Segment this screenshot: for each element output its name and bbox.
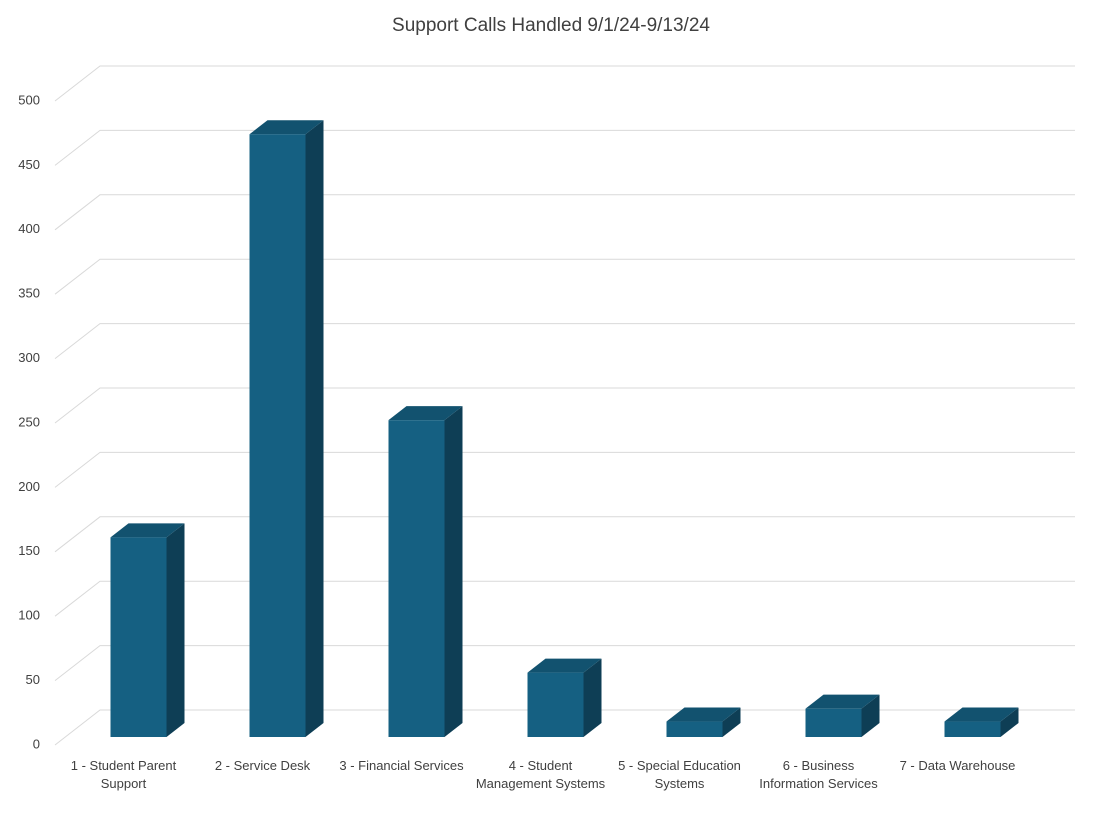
bar-side xyxy=(583,658,602,737)
bar-side xyxy=(722,707,741,737)
bar xyxy=(805,708,862,737)
grid-line xyxy=(54,65,1075,102)
bar-top xyxy=(805,694,880,709)
y-tick-label: 500 xyxy=(18,92,40,107)
grid-line xyxy=(54,451,1075,488)
y-tick-label: 250 xyxy=(18,414,40,429)
x-tick-label: 6 - Business Information Services xyxy=(759,758,878,791)
grid-line xyxy=(54,709,1075,746)
bar xyxy=(666,721,723,737)
bar-top xyxy=(388,406,463,421)
grid-line xyxy=(54,645,1075,681)
x-tick-label: 3 - Financial Services xyxy=(339,758,464,773)
y-tick-label: 50 xyxy=(26,672,40,687)
grid-line xyxy=(54,580,1075,617)
grid-line xyxy=(54,129,1075,166)
x-tick-label: 2 - Service Desk xyxy=(214,758,311,773)
y-tick-label: 200 xyxy=(18,479,40,494)
x-tick-label: 1 - Student Parent Support xyxy=(70,758,177,791)
bar xyxy=(388,420,445,737)
grid-line xyxy=(54,258,1075,295)
grid-line xyxy=(54,387,1075,424)
bar-top xyxy=(666,707,741,722)
bar-top xyxy=(527,658,602,673)
y-tick-label: 0 xyxy=(33,736,40,751)
bar-side xyxy=(444,406,463,737)
x-tick-label: 5 - Special Education Systems xyxy=(618,758,741,791)
y-tick-label: 100 xyxy=(18,608,40,623)
grid-line xyxy=(54,516,1075,553)
x-tick-label: 4 - Student Management Systems xyxy=(475,758,606,791)
chart-title: Support Calls Handled 9/1/24-9/13/24 xyxy=(392,15,710,36)
bar-side xyxy=(1000,707,1019,737)
bar xyxy=(944,721,1001,737)
y-tick-label: 350 xyxy=(18,286,40,301)
y-tick-label: 450 xyxy=(18,157,40,172)
bar-top xyxy=(110,523,185,538)
bar-side xyxy=(166,523,185,737)
bar xyxy=(249,134,306,737)
grid-line xyxy=(54,323,1075,359)
bar xyxy=(527,672,584,737)
x-tick-label: 7 - Data Warehouse xyxy=(899,758,1016,773)
y-tick-label: 150 xyxy=(18,543,40,558)
bar-top xyxy=(249,120,324,135)
y-tick-label: 400 xyxy=(18,221,40,236)
bar xyxy=(110,537,167,737)
bar-side xyxy=(305,120,324,737)
bar-top xyxy=(944,707,1019,722)
grid-line xyxy=(54,194,1075,231)
y-tick-label: 300 xyxy=(18,350,40,365)
bar-side xyxy=(861,694,880,737)
